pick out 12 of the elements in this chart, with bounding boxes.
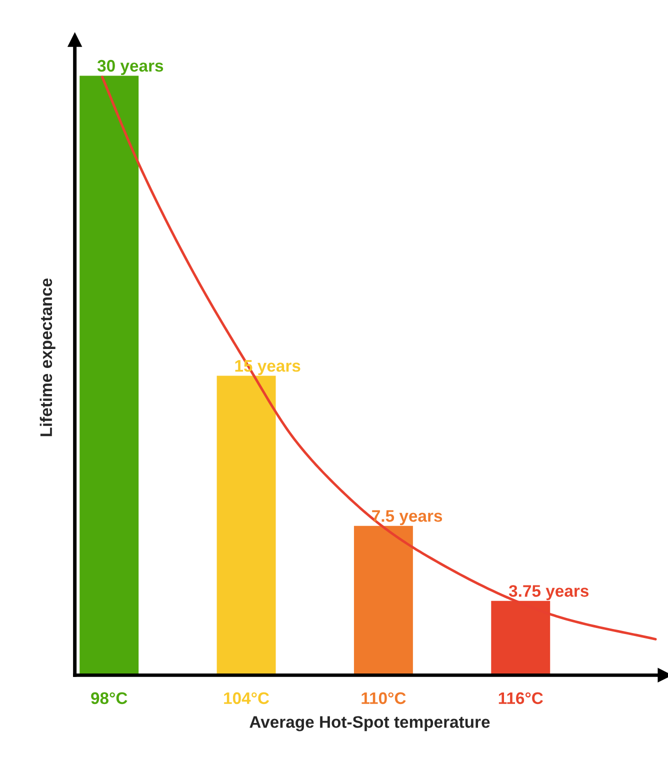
data-label: 7.5 years bbox=[372, 510, 442, 526]
x-tick-label: 116°C bbox=[498, 692, 543, 704]
x-tick-label: 110°C bbox=[362, 692, 406, 704]
bar bbox=[78, 74, 140, 676]
bar bbox=[352, 524, 414, 676]
x-tick-label: 98°C bbox=[91, 692, 128, 704]
x-tick-label: 104°C bbox=[224, 692, 270, 704]
data-label: 3.75 years bbox=[508, 585, 589, 600]
x-axis-title: Average Hot-Spot temperature bbox=[250, 716, 490, 732]
bar bbox=[215, 374, 278, 676]
y-axis-title: Lifetime expectance bbox=[40, 278, 56, 436]
data-label: 30 years bbox=[97, 60, 164, 75]
